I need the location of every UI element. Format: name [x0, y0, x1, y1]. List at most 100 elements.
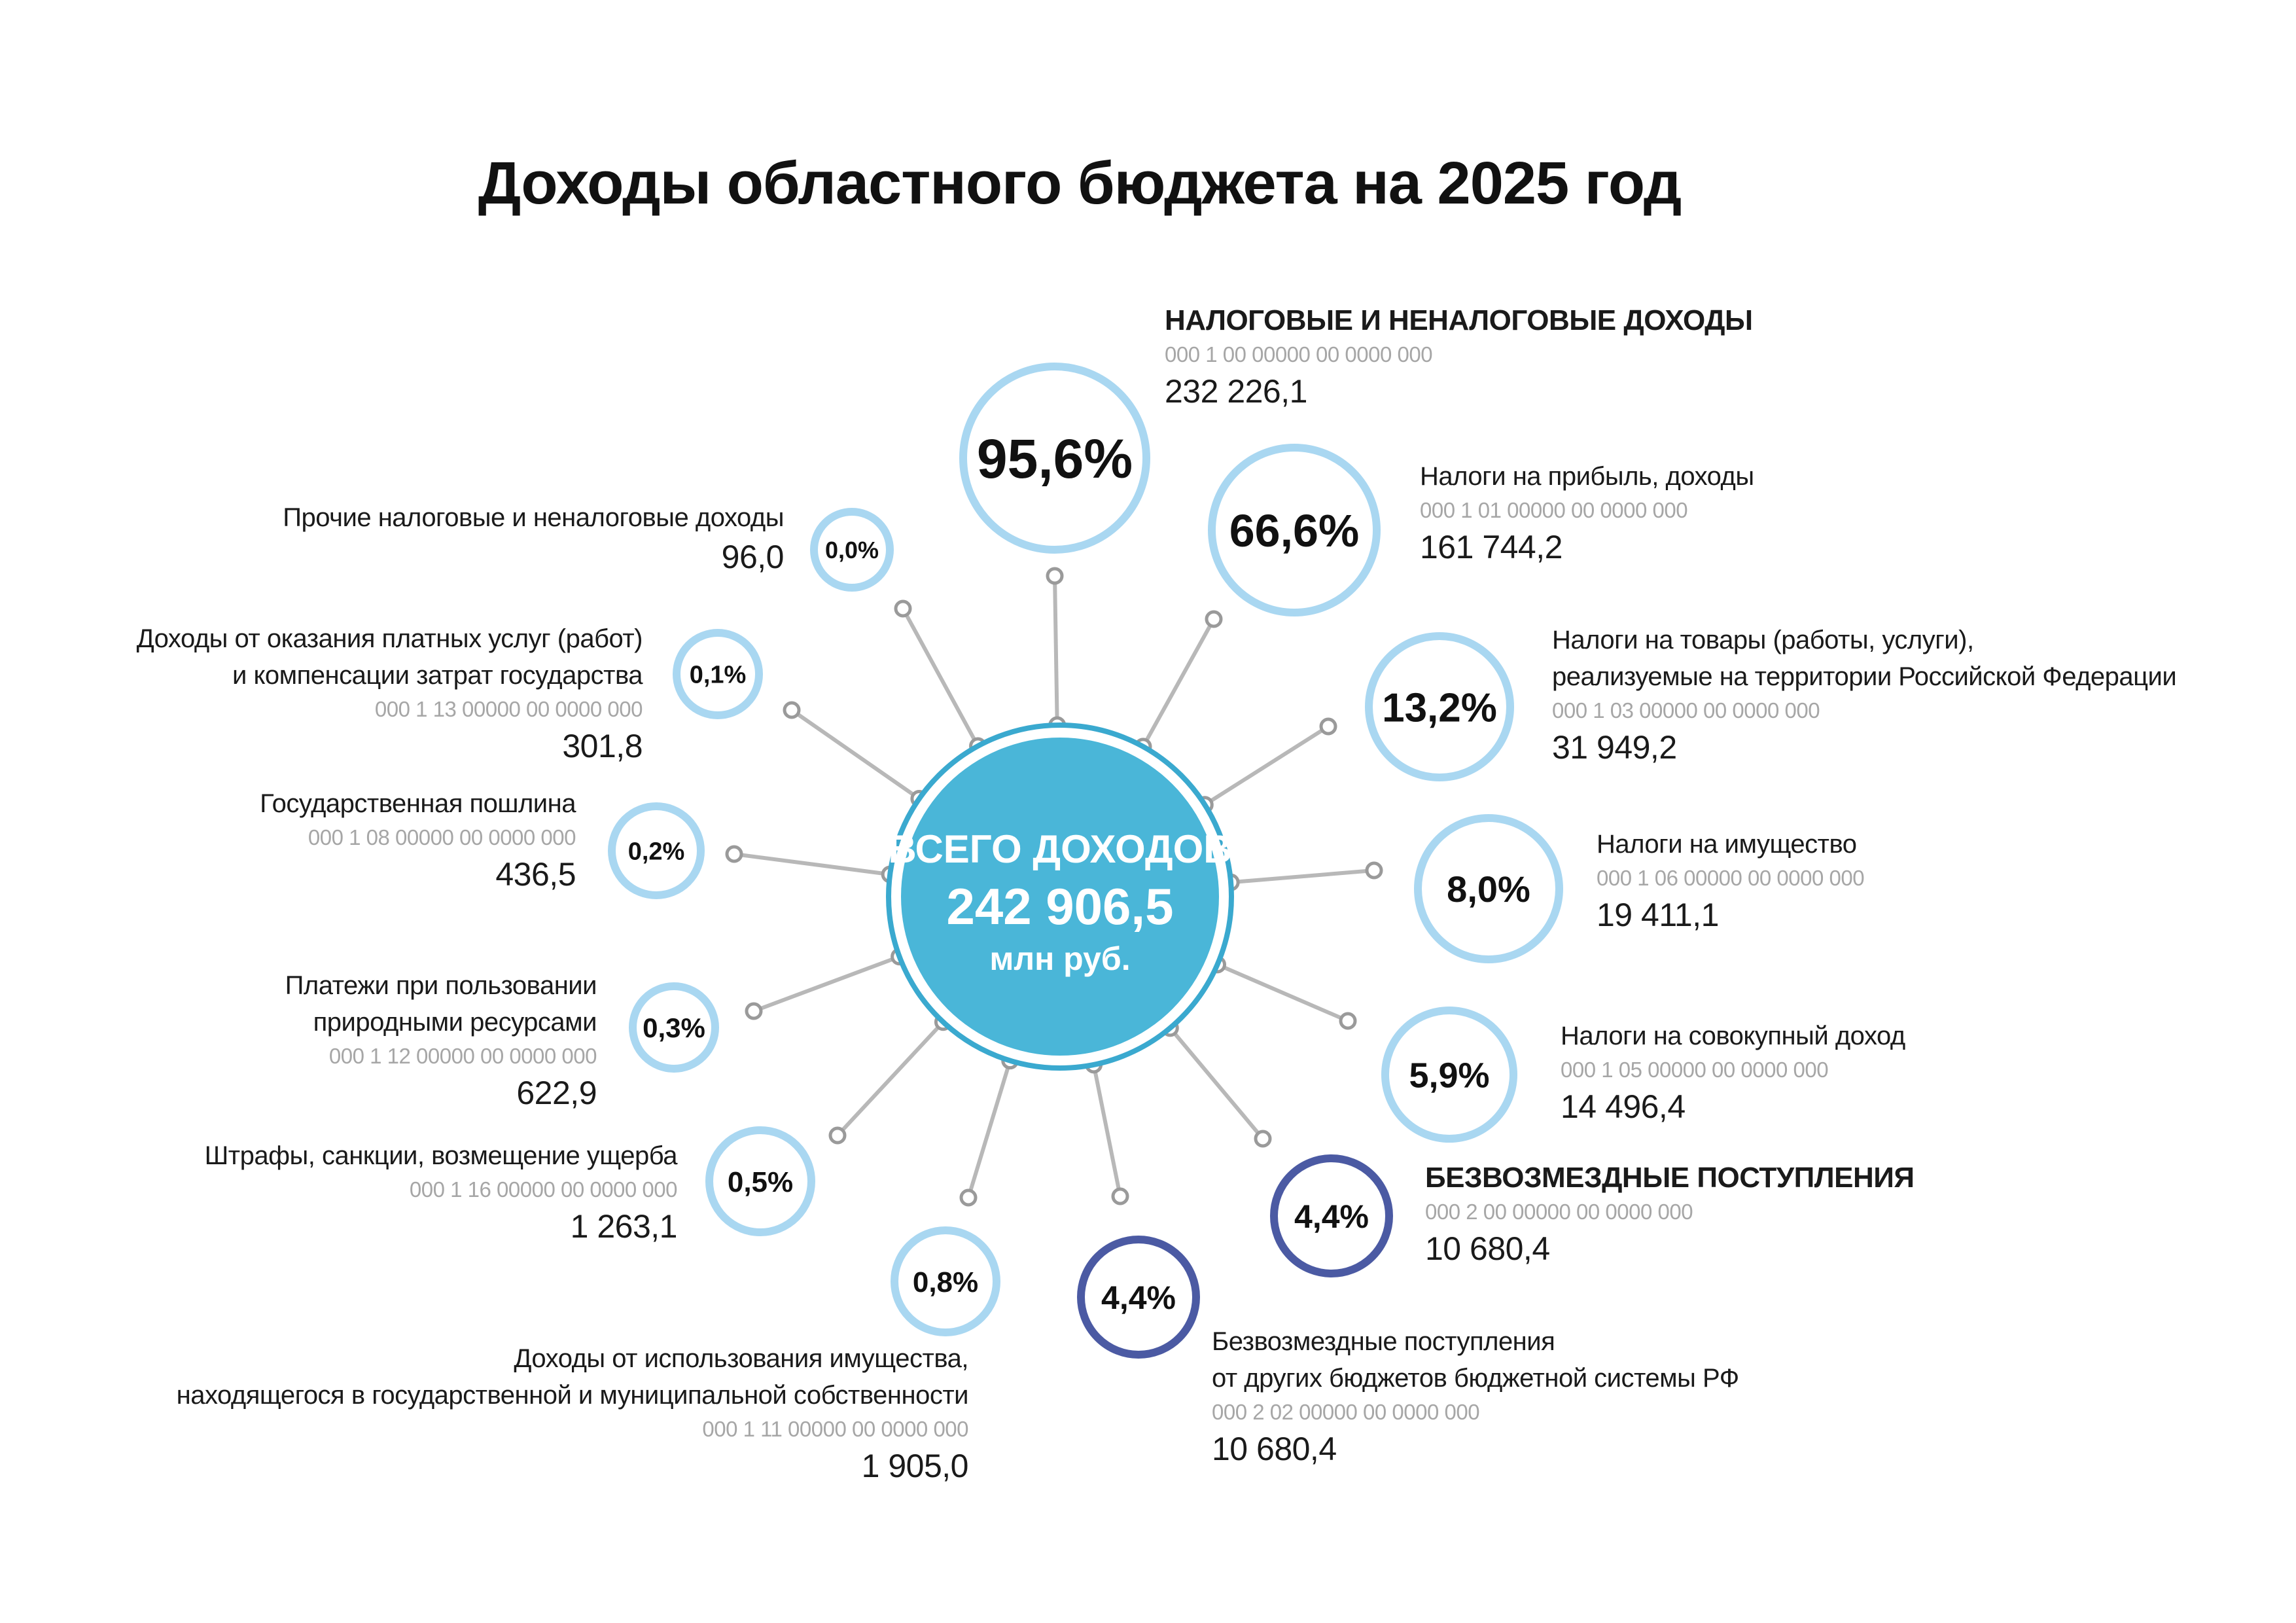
spoke-node-fines	[828, 1126, 847, 1145]
bubble-ring-tax-nontax	[959, 363, 1150, 554]
label-name: Прочие налоговые и неналоговые доходы	[283, 503, 784, 532]
label-name: Доходы от использования имущества, наход…	[176, 1344, 969, 1410]
label-name: Налоги на имущество	[1597, 830, 1857, 859]
label-code: 000 1 03 00000 00 0000 000	[1552, 698, 1820, 722]
spoke-grants-budgets	[1091, 1064, 1122, 1197]
label-other: Прочие налоговые и неналоговые доходы 96,…	[283, 499, 784, 578]
bubble-ring-aggregate-tax	[1381, 1007, 1517, 1143]
spoke-aggregate-tax	[1216, 963, 1349, 1023]
label-value: 1 905,0	[861, 1448, 969, 1484]
label-value: 436,5	[495, 856, 576, 893]
spoke-grants-total	[1168, 1026, 1265, 1140]
center-unit: млн руб.	[989, 940, 1130, 977]
label-name: Платежи при пользовании природными ресур…	[285, 971, 597, 1037]
bubble-fines: 0,5%	[705, 1126, 815, 1236]
spoke-other	[901, 607, 980, 747]
label-goods-tax: Налоги на товары (работы, услуги), реали…	[1552, 622, 2177, 768]
bubble-percent-paid-services: 0,1%	[690, 662, 747, 689]
bubble-percent-profit-tax: 66,6%	[1229, 505, 1359, 556]
label-name: Налоги на товары (работы, услуги), реали…	[1552, 626, 2177, 691]
label-code: 000 2 00 00000 00 0000 000	[1425, 1200, 1693, 1224]
label-name: Безвозмездные поступления от других бюдж…	[1212, 1327, 1739, 1393]
spoke-node-property-use	[959, 1188, 978, 1207]
label-value: 10 680,4	[1212, 1431, 1337, 1467]
bubble-percent-property-use: 0,8%	[913, 1266, 978, 1298]
label-value: 1 263,1	[570, 1208, 678, 1245]
label-state-duty: Государственная пошлина 000 1 08 00000 00…	[260, 785, 576, 895]
label-tax-nontax: НАЛОГОВЫЕ И НЕНАЛОГОВЫЕ ДОХОДЫ 000 1 00 0…	[1165, 302, 1753, 412]
label-code: 000 1 00 00000 00 0000 000	[1165, 342, 1433, 366]
label-value: 14 496,4	[1561, 1088, 1686, 1125]
bubble-percent-aggregate-tax: 5,9%	[1409, 1056, 1489, 1095]
bubble-goods-tax: 13,2%	[1365, 632, 1514, 781]
bubble-profit-tax: 66,6%	[1208, 444, 1381, 616]
bubble-state-duty: 0,2%	[608, 802, 705, 899]
spoke-goods-tax	[1203, 724, 1330, 807]
spoke-natural-resources	[752, 954, 900, 1013]
label-value: 31 949,2	[1552, 729, 1677, 766]
spoke-node-natural-resources	[745, 1002, 763, 1020]
label-name: БЕЗВОЗМЕЗДНЫЕ ПОСТУПЛЕНИЯ	[1425, 1162, 1915, 1194]
bubble-grants-budgets: 4,4%	[1077, 1236, 1200, 1359]
spoke-state-duty	[733, 852, 891, 877]
bubbles-group: 95,6% 66,6% 13,2% 8,0% 5,9% 4,4% 4,4% 0,8% 0,5% 0…	[608, 363, 1563, 1359]
bubble-ring-natural-resources	[629, 982, 719, 1073]
spoke-node-paid-services	[783, 701, 801, 719]
label-value: 19 411,1	[1597, 897, 1719, 933]
bubble-percent-goods-tax: 13,2%	[1382, 685, 1497, 730]
bubble-ring-property-tax	[1414, 814, 1563, 963]
label-code: 000 1 06 00000 00 0000 000	[1597, 866, 1865, 890]
bubble-other: 0,0%	[810, 508, 894, 592]
bubble-ring-other	[810, 508, 894, 592]
bubble-tax-nontax: 95,6%	[959, 363, 1150, 554]
label-fines: Штрафы, санкции, возмещение ущерба 000 1 …	[205, 1137, 678, 1247]
bubble-percent-grants-total: 4,4%	[1294, 1198, 1369, 1235]
page-title: Доходы областного бюджета на 2025 год	[478, 150, 1682, 217]
bubble-aggregate-tax: 5,9%	[1381, 1007, 1517, 1143]
label-value: 232 226,1	[1165, 373, 1307, 410]
label-code: 000 1 01 00000 00 0000 000	[1420, 498, 1688, 522]
center-label: ВСЕГО ДОХОДОВ	[888, 827, 1231, 871]
spoke-node-tax-nontax	[1046, 567, 1064, 585]
label-aggregate-tax: Налоги на совокупный доход 000 1 05 00000…	[1561, 1018, 1905, 1128]
spoke-node-goods-tax	[1319, 717, 1337, 736]
spoke-node-grants-total	[1254, 1130, 1272, 1148]
label-value: 10 680,4	[1425, 1230, 1550, 1267]
spoke-node-grants-budgets	[1111, 1187, 1129, 1205]
bubble-percent-property-tax: 8,0%	[1447, 868, 1530, 910]
center-total: ВСЕГО ДОХОДОВ 242 906,5 млн руб.	[886, 722, 1234, 1071]
spoke-node-profit-tax	[1205, 610, 1223, 628]
bubble-property-use: 0,8%	[891, 1226, 1000, 1336]
bubble-percent-fines: 0,5%	[728, 1166, 793, 1198]
bubble-ring-grants-total	[1270, 1154, 1393, 1277]
label-value: 301,8	[562, 728, 643, 764]
spoke-tax-nontax	[1053, 575, 1059, 726]
bubble-percent-state-duty: 0,2%	[628, 838, 685, 866]
label-property-tax: Налоги на имущество 000 1 06 00000 00 000…	[1597, 826, 1865, 936]
bubble-ring-paid-services	[673, 629, 763, 719]
spoke-property-use	[966, 1060, 1012, 1198]
label-name: Налоги на прибыль, доходы	[1420, 462, 1754, 491]
spoke-paid-services	[790, 708, 921, 800]
label-name: Доходы от оказания платных услуг (работ)…	[136, 624, 643, 690]
bubble-natural-resources: 0,3%	[629, 982, 719, 1073]
label-value: 622,9	[516, 1075, 597, 1111]
bubble-ring-profit-tax	[1208, 444, 1381, 616]
label-property-use: Доходы от использования имущества, наход…	[176, 1340, 969, 1487]
bubble-percent-other: 0,0%	[825, 537, 879, 563]
spoke-node-property-tax	[1365, 861, 1383, 880]
label-code: 000 1 11 00000 00 0000 000	[702, 1417, 968, 1441]
label-value: 96,0	[721, 539, 785, 575]
label-natural-resources: Платежи при пользовании природными ресур…	[285, 967, 597, 1114]
bubble-percent-tax-nontax: 95,6%	[977, 428, 1133, 490]
label-code: 000 1 08 00000 00 0000 000	[308, 825, 576, 849]
center-circle	[901, 738, 1219, 1056]
bubble-percent-natural-resources: 0,3%	[643, 1012, 705, 1043]
spoke-node-aggregate-tax	[1339, 1012, 1357, 1030]
label-code: 000 1 16 00000 00 0000 000	[409, 1177, 678, 1202]
spoke-profit-tax	[1141, 618, 1216, 748]
bubble-percent-grants-budgets: 4,4%	[1101, 1279, 1176, 1316]
bubble-ring-property-use	[891, 1226, 1000, 1336]
spoke-fines	[836, 1020, 945, 1137]
